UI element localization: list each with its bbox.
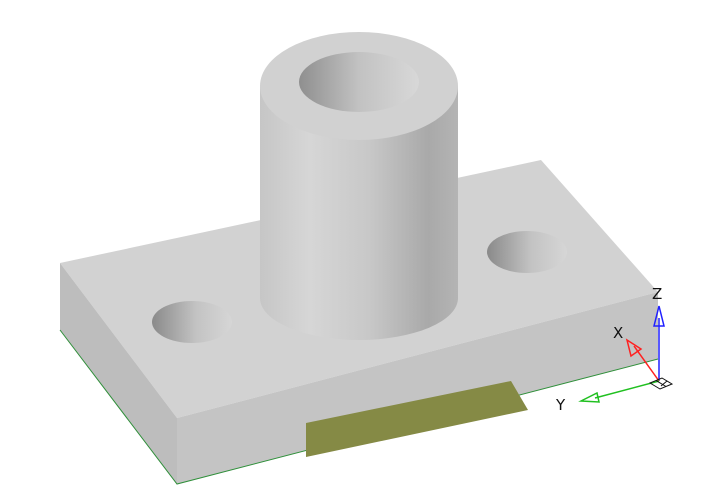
base-front-face[interactable] [177,292,658,484]
y-axis-arrow-icon [578,391,600,403]
base-left-face[interactable] [60,263,177,484]
cylinder-bore[interactable] [299,52,419,112]
grid-origin-icon [648,377,674,390]
coordinate-triad: Z X Y [555,285,674,414]
x-axis-label: X [613,324,623,342]
mounting-hole-left[interactable] [152,301,232,343]
cylinder-boss[interactable] [260,32,458,340]
x-axis-arrow-icon [625,338,643,358]
z-axis-arrow-icon [653,305,665,327]
mounting-hole-right[interactable] [487,231,567,273]
z-axis-label: Z [652,285,662,303]
y-axis-line [594,380,660,399]
part-model[interactable] [59,32,659,485]
y-axis-label: Y [555,396,566,414]
selected-slot-face[interactable] [306,381,528,457]
